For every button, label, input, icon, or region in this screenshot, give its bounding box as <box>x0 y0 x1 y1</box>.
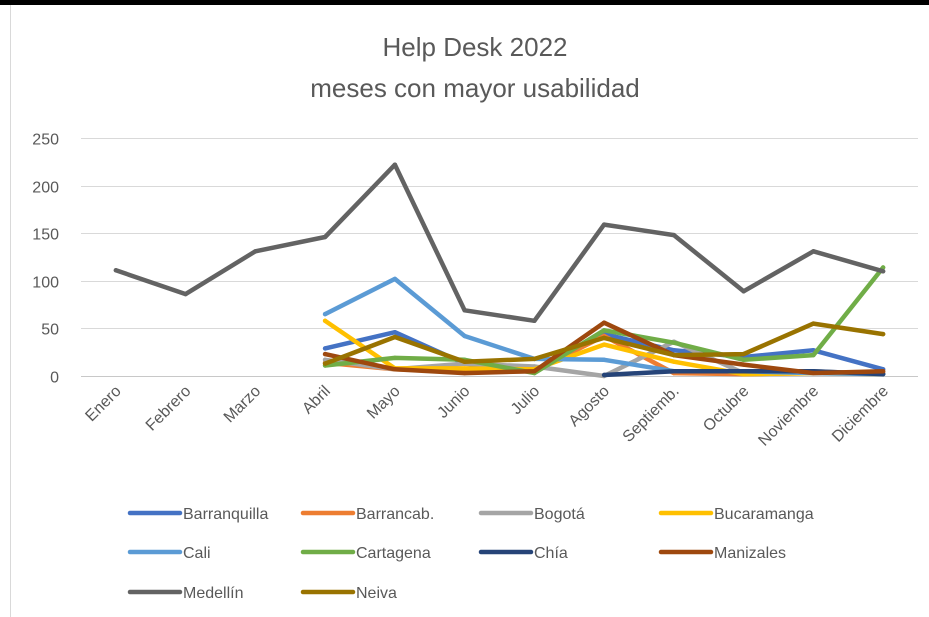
legend-item: Bucaramanga <box>658 506 814 523</box>
legend-label: Neiva <box>356 585 397 602</box>
data-point <box>880 331 886 337</box>
data-point <box>392 330 398 335</box>
data-point <box>601 222 607 227</box>
data-point <box>880 369 886 374</box>
series-9 <box>322 321 886 366</box>
data-point <box>880 269 886 274</box>
data-point <box>811 321 816 326</box>
data-point <box>601 335 607 341</box>
data-point <box>741 362 746 367</box>
data-point <box>601 372 607 378</box>
data-point <box>462 308 467 313</box>
data-point <box>532 318 537 323</box>
y-tick-label: 0 <box>50 370 59 387</box>
data-point <box>671 348 677 353</box>
y-tick-label: 250 <box>32 132 59 149</box>
legend-label: Barrancab. <box>356 506 434 523</box>
data-point <box>880 265 886 270</box>
data-point <box>741 289 746 294</box>
legend-item: Chía <box>478 545 568 562</box>
series-lines <box>113 162 886 379</box>
legend-item: Barranquilla <box>127 506 268 523</box>
data-point <box>462 370 467 376</box>
legend-item: Bogotá <box>478 506 585 523</box>
data-point <box>322 351 328 357</box>
data-point <box>253 249 258 254</box>
legend-item: Cartagena <box>300 545 431 562</box>
data-point <box>322 361 328 366</box>
data-point <box>601 342 607 347</box>
y-tick-label: 100 <box>32 275 59 292</box>
data-point <box>671 369 677 374</box>
data-point <box>462 359 467 364</box>
data-point <box>322 311 328 317</box>
y-tick-label: 150 <box>32 227 59 244</box>
legend-item: Cali <box>127 545 211 562</box>
gridlines <box>81 138 918 377</box>
data-point <box>811 370 816 376</box>
data-point <box>322 318 328 323</box>
data-point <box>601 320 607 325</box>
y-axis-ticks: 0 50 100 150 200 250 <box>32 132 59 387</box>
data-point <box>392 367 398 372</box>
data-point <box>741 369 746 374</box>
legend-item: Medellín <box>127 585 243 602</box>
data-point <box>811 249 816 254</box>
legend-label: Bogotá <box>534 506 585 523</box>
data-point <box>462 333 467 339</box>
data-point <box>601 328 607 333</box>
data-point <box>462 366 467 371</box>
data-point <box>811 352 816 358</box>
data-point <box>392 334 398 340</box>
data-point <box>392 162 398 167</box>
data-point <box>532 356 537 362</box>
legend: Barranquilla Barrancab. Bogotá Bucaramanga C… <box>127 506 814 602</box>
data-point <box>322 234 328 240</box>
legend-label: Bucaramanga <box>714 506 814 523</box>
data-point <box>741 351 746 357</box>
series-line <box>113 162 886 324</box>
data-point <box>392 276 398 282</box>
legend-label: Chía <box>534 545 568 562</box>
data-point <box>322 346 328 351</box>
legend-label: Manizales <box>714 545 786 562</box>
legend-label: Cartagena <box>356 545 431 562</box>
data-point <box>601 357 607 362</box>
data-point <box>671 340 677 345</box>
data-point <box>113 268 119 273</box>
data-point <box>671 359 677 364</box>
y-tick-label: 50 <box>41 322 59 339</box>
y-tick-label: 200 <box>32 180 59 197</box>
data-point <box>532 369 537 374</box>
data-point <box>183 291 188 297</box>
legend-label: Cali <box>183 545 211 562</box>
chart-subtitle: meses con mayor usabilidad <box>310 73 640 103</box>
data-point <box>741 357 746 362</box>
legend-item: Barrancab. <box>300 506 434 523</box>
chart-title: Help Desk 2022 <box>383 32 568 62</box>
legend-item: Neiva <box>300 585 397 602</box>
series-8 <box>113 162 886 324</box>
data-point <box>392 355 398 361</box>
legend-label: Medellín <box>183 585 243 602</box>
legend-label: Barranquilla <box>183 506 268 523</box>
data-point <box>671 232 677 238</box>
legend-item: Manizales <box>658 545 786 562</box>
data-point <box>671 352 677 358</box>
